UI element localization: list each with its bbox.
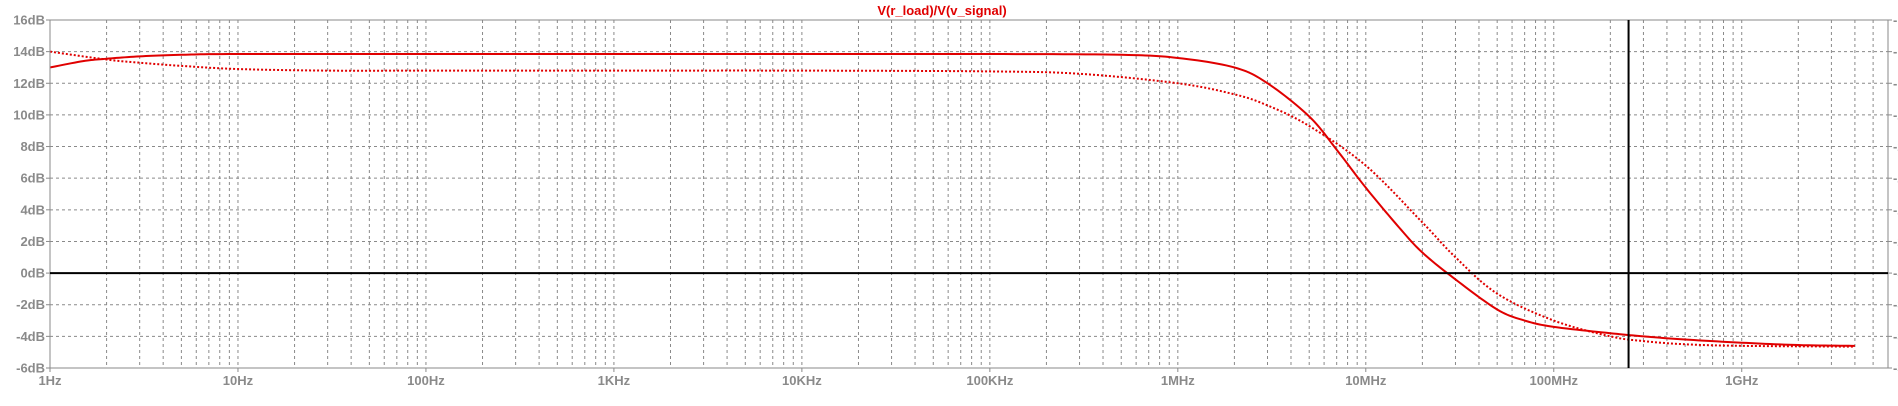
y-right-tick-label: -200° — [1893, 107, 1898, 122]
grid-layer — [50, 20, 1888, 368]
y-left-tick-label: 12dB — [13, 76, 45, 91]
marker-layer — [50, 20, 1888, 368]
y-right-tick-label: -220° — [1893, 139, 1898, 154]
magnitude-trace — [49, 52, 1855, 347]
y-left-tick-label: 10dB — [13, 107, 45, 122]
x-tick-label: 1Hz — [38, 373, 62, 388]
plot-frame — [49, 19, 1889, 369]
y-left-tick-label: -2dB — [16, 297, 45, 312]
y-left-tick-label: 16dB — [13, 13, 45, 28]
y-right-tick-label: -300° — [1893, 266, 1898, 281]
chart-title: V(r_load)/V(v_signal) — [877, 3, 1006, 18]
y-right-tick-label: -320° — [1893, 297, 1898, 312]
y-left-tick-label: -6dB — [16, 361, 45, 376]
y-right-tick-label: -260° — [1893, 202, 1898, 217]
x-tick-label: 1KHz — [598, 373, 631, 388]
y-left-tick-label: 4dB — [20, 202, 45, 217]
y-right-tick-label: -360° — [1893, 361, 1898, 376]
y-left-tick-label: 2dB — [20, 234, 45, 249]
axis-label-layer: 1Hz 10Hz 100Hz 1KHz 10KHz 100KHz 1MHz 10MHz 100M… — [13, 13, 1898, 389]
x-tick-label: 1GHz — [1725, 373, 1759, 388]
y-right-tick-label: -140° — [1893, 13, 1898, 28]
x-tick-label: 10Hz — [223, 373, 254, 388]
y-left-tick-label: 0dB — [20, 266, 45, 281]
y-left-tick-label: 14dB — [13, 44, 45, 59]
x-tick-label: 100Hz — [407, 373, 445, 388]
x-tick-label: 1MHz — [1161, 373, 1195, 388]
x-tick-label: 100MHz — [1530, 373, 1579, 388]
y-left-tick-label: -4dB — [16, 329, 45, 344]
x-tick-label: 100KHz — [966, 373, 1013, 388]
y-right-tick-label: -160° — [1893, 44, 1898, 59]
phase-trace — [49, 50, 1855, 348]
y-right-tick-label: -340° — [1893, 329, 1898, 344]
y-left-tick-label: 8dB — [20, 139, 45, 154]
trace-layer — [49, 50, 1855, 348]
x-tick-label: 10MHz — [1345, 373, 1387, 388]
y-right-tick-label: -180° — [1893, 76, 1898, 91]
y-right-tick-label: -240° — [1893, 171, 1898, 186]
x-tick-label: 10KHz — [782, 373, 822, 388]
y-left-tick-label: 6dB — [20, 171, 45, 186]
y-right-tick-label: -280° — [1893, 234, 1898, 249]
